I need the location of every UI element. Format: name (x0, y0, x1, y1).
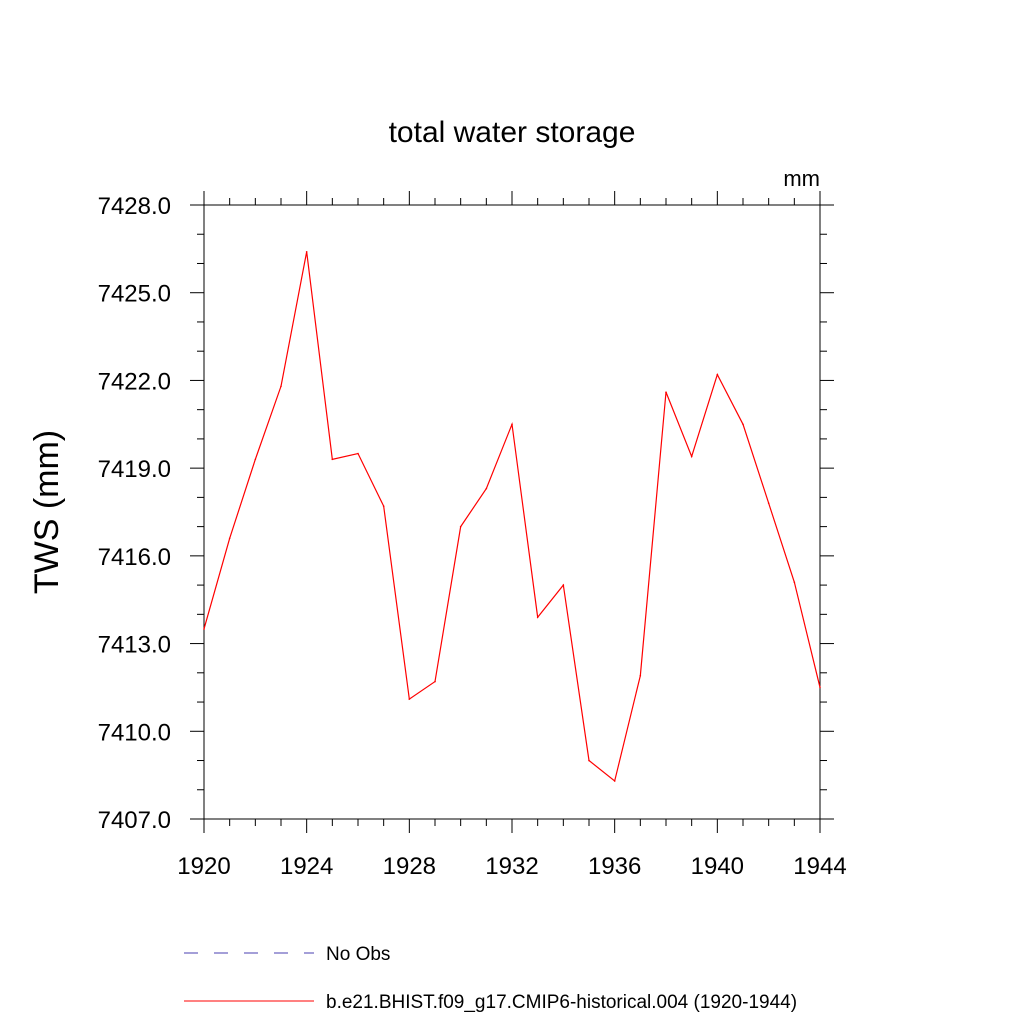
data-point (819, 686, 821, 689)
data-point (716, 373, 719, 376)
data-point (536, 616, 539, 619)
x-tick-label: 1920 (177, 853, 230, 880)
data-point (382, 505, 385, 507)
x-tick-label: 1944 (793, 853, 846, 880)
data-point (331, 458, 334, 461)
data-point (434, 680, 436, 683)
data-point (357, 452, 359, 455)
y-tick-label: 7422.0 (98, 368, 171, 395)
data-point (639, 674, 642, 677)
plot-frame (203, 204, 821, 820)
y-tick-label: 7419.0 (98, 456, 171, 483)
data-point (665, 391, 667, 393)
data-point (459, 525, 462, 528)
data-point (690, 455, 693, 458)
data-point (280, 385, 282, 388)
y-tick-label: 7410.0 (98, 719, 171, 746)
data-point (767, 502, 770, 505)
x-tick-label: 1940 (691, 853, 744, 880)
data-point (562, 584, 565, 586)
data-point (485, 487, 488, 490)
series-lines (203, 250, 821, 783)
data-point (305, 250, 308, 253)
y-tick-label: 7416.0 (98, 544, 171, 571)
y-axis-label: TWS (mm) (28, 430, 66, 594)
data-point (408, 698, 411, 700)
x-tick-label: 1928 (383, 853, 436, 880)
units-label: mm (783, 166, 820, 191)
data-point (511, 423, 513, 426)
y-tick-label: 7407.0 (98, 807, 171, 834)
legend-label-1: b.e21.BHIST.f09_g17.CMIP6-historical.004… (326, 992, 797, 1013)
x-tick-label: 1932 (485, 853, 538, 880)
legend: No Obs b.e21.BHIST.f09_g17.CMIP6-historic… (184, 944, 797, 1013)
legend-label-0: No Obs (326, 944, 390, 965)
y-tick-label: 7413.0 (98, 632, 171, 659)
data-point (203, 628, 205, 630)
data-point (254, 458, 257, 461)
chart-title: total water storage (389, 116, 636, 149)
axis-tick-labels: 1920 1924 1928 1932 1936 1940 1944 7407.0 7410.0… (98, 193, 847, 880)
data-point (228, 537, 231, 540)
data-point (742, 423, 744, 426)
x-tick-label: 1924 (280, 853, 333, 880)
axis-ticks (190, 191, 834, 833)
y-tick-label: 7425.0 (98, 281, 171, 308)
data-point (588, 759, 590, 762)
data-point (793, 581, 796, 583)
y-tick-label: 7428.0 (98, 193, 171, 220)
data-point (613, 780, 616, 782)
series-line-0 (203, 251, 821, 783)
x-tick-label: 1936 (588, 853, 641, 880)
